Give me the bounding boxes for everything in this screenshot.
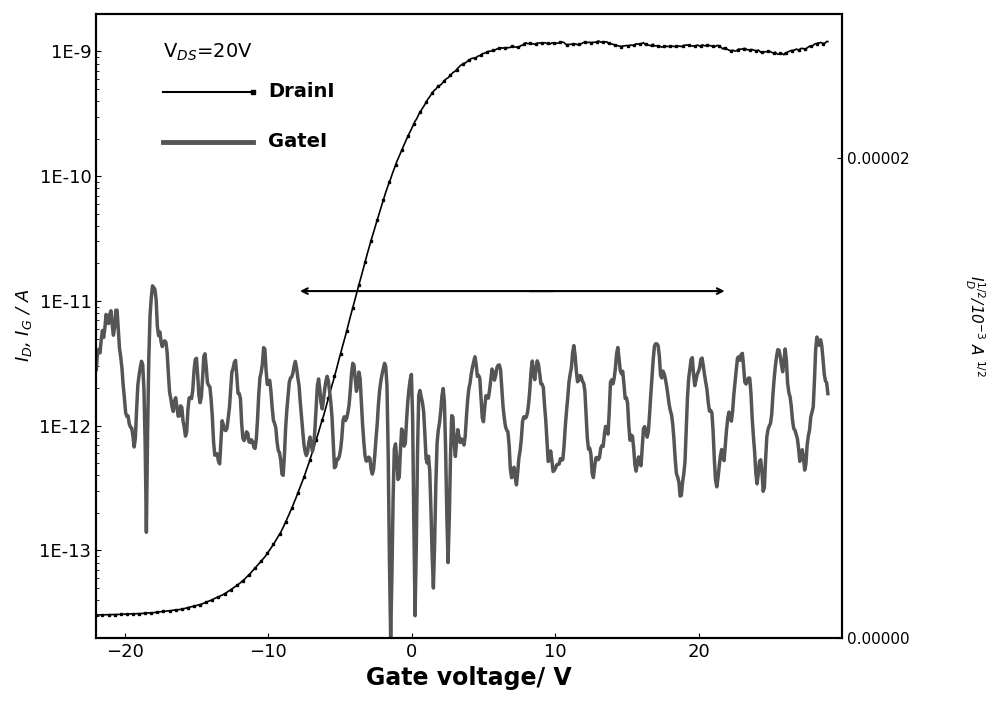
Text: V$_{DS}$=20V: V$_{DS}$=20V xyxy=(163,42,253,63)
X-axis label: Gate voltage/ V: Gate voltage/ V xyxy=(366,666,572,690)
GateI xyxy=(221,424,233,432)
DrainI xyxy=(579,38,591,46)
DrainI xyxy=(90,611,102,620)
Line: GateI: GateI xyxy=(96,286,828,638)
GateI xyxy=(424,467,436,475)
GateI xyxy=(524,385,536,394)
DrainI xyxy=(220,589,232,597)
GateI xyxy=(280,425,292,433)
DrainI xyxy=(642,41,654,49)
DrainI xyxy=(822,37,834,46)
Y-axis label: $I_D^{1/2}$/10$^{-3}$ A $^{1/2}$: $I_D^{1/2}$/10$^{-3}$ A $^{1/2}$ xyxy=(963,275,986,377)
Text: DrainI: DrainI xyxy=(268,82,334,101)
DrainI xyxy=(521,39,533,48)
DrainI xyxy=(592,37,604,45)
GateI xyxy=(581,434,593,442)
DrainI xyxy=(421,96,433,104)
GateI xyxy=(90,365,102,374)
Text: GateI: GateI xyxy=(268,132,327,151)
GateI xyxy=(822,389,834,398)
GateI xyxy=(385,634,397,642)
DrainI xyxy=(278,520,290,529)
GateI xyxy=(644,410,656,418)
GateI xyxy=(146,282,158,290)
Y-axis label: $I_D$, $I_G$ / A: $I_D$, $I_G$ / A xyxy=(14,289,34,363)
Line: DrainI: DrainI xyxy=(95,39,829,617)
